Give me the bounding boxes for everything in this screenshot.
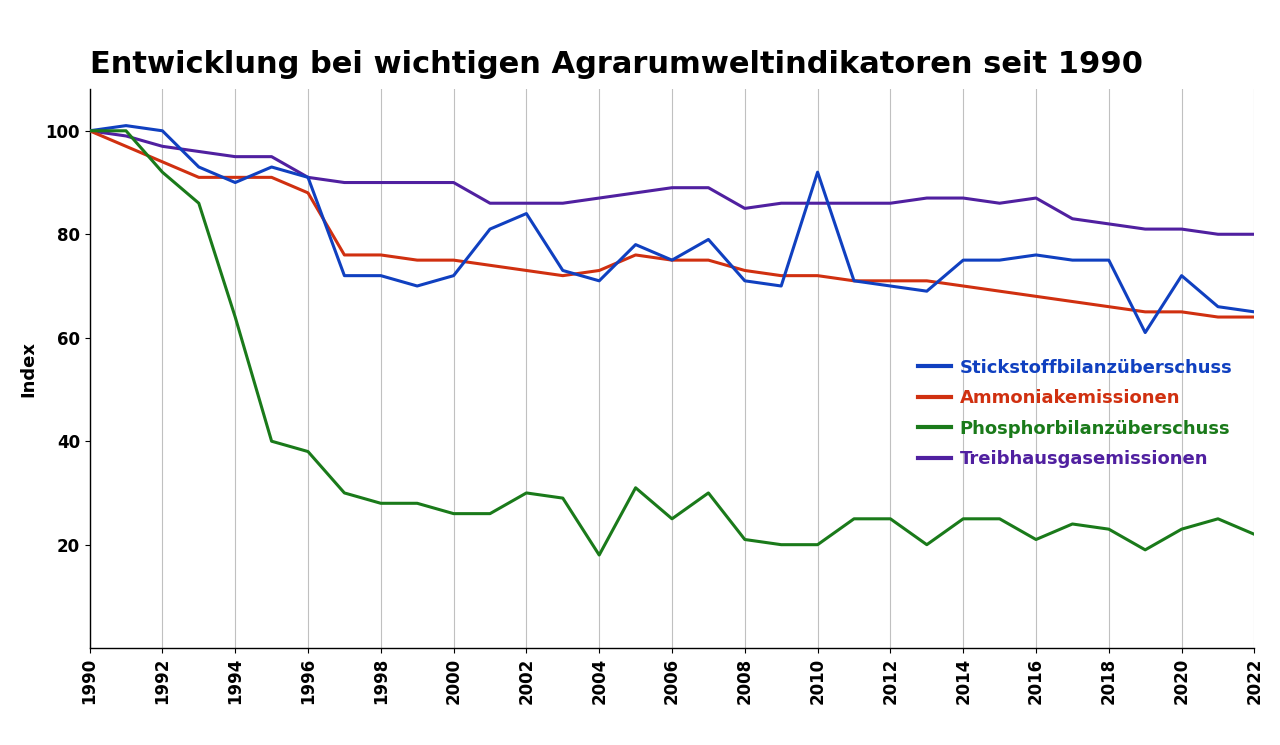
Legend: Stickstoffbilanzüberschuss, Ammoniakemissionen, Phosphorbilanzüberschuss, Treibh: Stickstoffbilanzüberschuss, Ammoniakemis…: [911, 352, 1239, 475]
Y-axis label: Index: Index: [19, 340, 37, 397]
Text: Entwicklung bei wichtigen Agrarumweltindikatoren seit 1990: Entwicklung bei wichtigen Agrarumweltind…: [90, 50, 1143, 79]
